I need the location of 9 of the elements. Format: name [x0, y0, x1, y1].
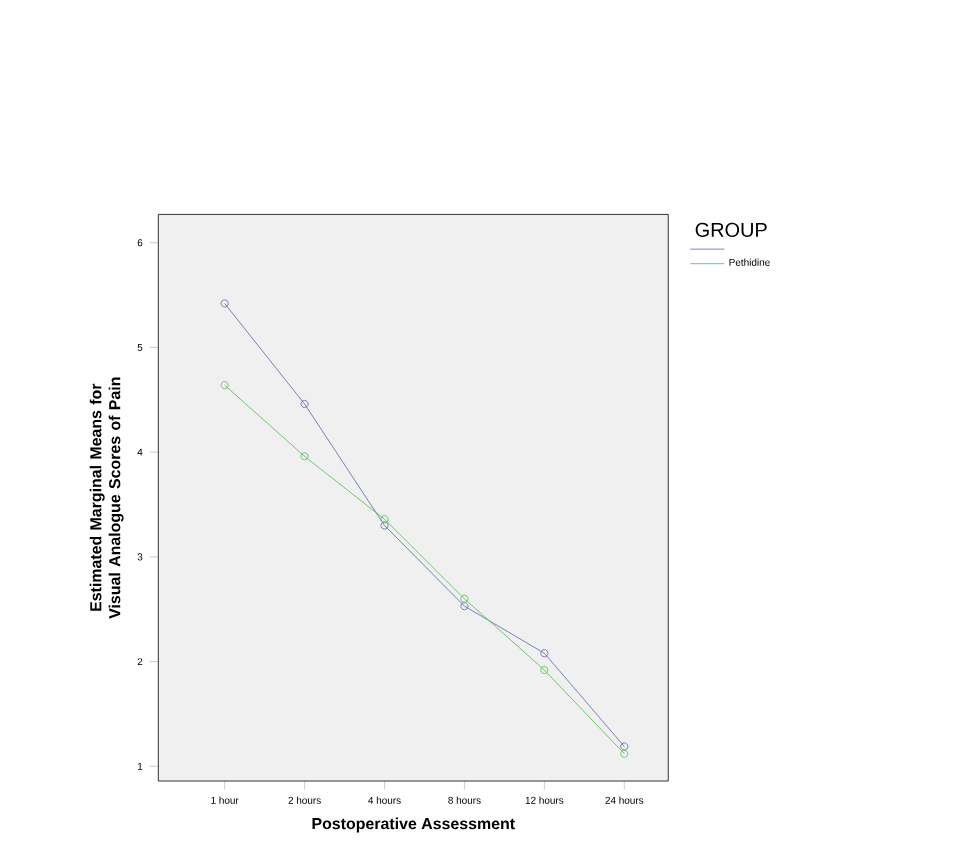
point	[540, 649, 549, 658]
legend-title: GROUP	[695, 223, 767, 238]
point	[460, 595, 469, 604]
point	[380, 521, 389, 530]
point	[540, 666, 549, 675]
point	[380, 515, 389, 524]
point	[300, 400, 309, 409]
point	[300, 452, 309, 461]
point	[460, 602, 469, 611]
